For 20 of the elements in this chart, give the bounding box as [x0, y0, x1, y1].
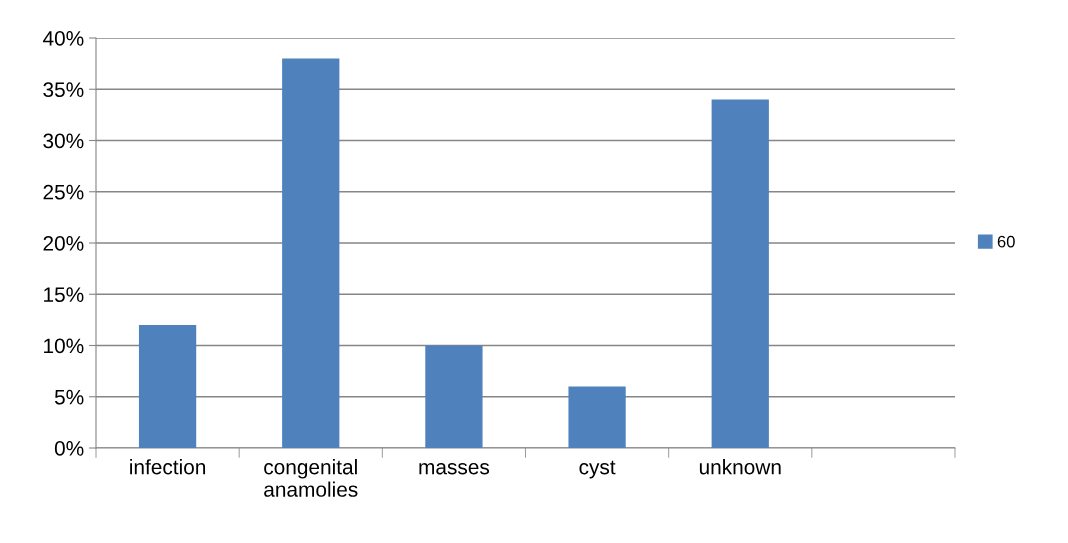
x-tick-label: congenital anamolies — [264, 459, 358, 497]
x-tick-label: infection — [130, 459, 206, 475]
bar — [711, 99, 769, 448]
y-tick-label: 0% — [54, 441, 84, 456]
y-tick-label: 40% — [42, 31, 84, 46]
bar — [282, 58, 340, 448]
x-tick-label: masses — [419, 463, 490, 475]
x-tick-label: cyst — [579, 460, 616, 479]
y-tick-label: 35% — [43, 82, 84, 97]
bar — [138, 325, 197, 448]
x-tick-label: unknown — [699, 459, 781, 475]
y-tick-label: 30% — [43, 133, 84, 149]
y-tick-label: 20% — [43, 236, 84, 251]
bar — [425, 345, 483, 448]
legend-label: 60 — [997, 235, 1015, 248]
bar — [568, 386, 626, 448]
y-tick-label: 25% — [43, 184, 84, 200]
y-tick-label: 10% — [44, 338, 84, 354]
y-tick-label: 15% — [44, 287, 84, 302]
y-tick-label: 5% — [54, 389, 84, 405]
